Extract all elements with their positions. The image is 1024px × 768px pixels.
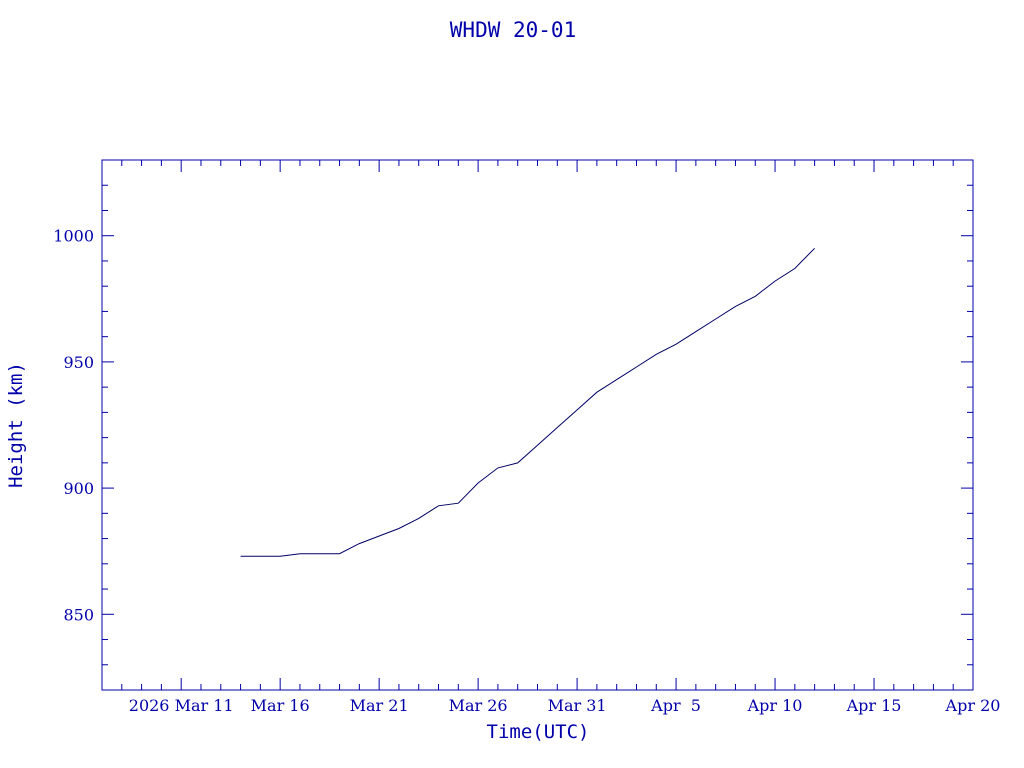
x-tick-label: Apr 15 [846, 696, 902, 715]
x-tick-label: Mar 16 [251, 696, 310, 715]
x-tick-label: Mar 31 [548, 696, 607, 715]
plot-frame [101, 159, 974, 691]
y-axis-ticks [102, 159, 973, 691]
x-axis-ticks [101, 160, 974, 690]
x-tick-label: Apr 10 [747, 696, 803, 715]
x-tick-label: Apr 20 [945, 696, 1001, 715]
y-tick-label: 850 [63, 605, 94, 624]
x-axis-tick-labels: 2026 Mar 11 Mar 16 Mar 21 Mar 26 Mar 31 Apr 5… [129, 696, 1001, 715]
y-tick-label: 1000 [53, 227, 94, 246]
x-tick-label: Mar 26 [449, 696, 508, 715]
y-axis-label: Height (km) [5, 362, 27, 488]
chart-title: WHDW 20-01 [450, 18, 576, 42]
x-tick-label: Apr 5 [650, 696, 701, 715]
height-series-line [240, 247, 815, 557]
y-tick-label: 900 [63, 479, 94, 498]
y-tick-label: 950 [63, 353, 94, 372]
x-axis-label: Time(UTC) [487, 721, 590, 743]
y-axis-tick-labels: 850 900 950 1000 [53, 227, 94, 625]
x-tick-label: 2026 Mar 11 [129, 696, 234, 715]
x-tick-label: Mar 21 [350, 696, 409, 715]
